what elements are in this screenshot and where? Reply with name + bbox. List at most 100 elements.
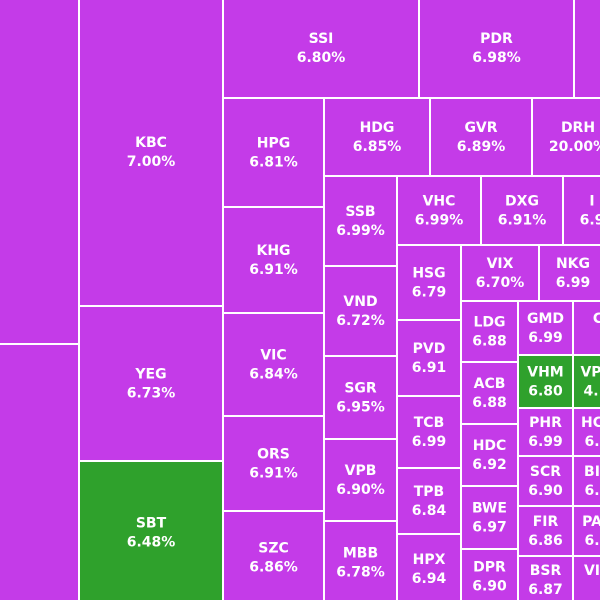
tile — [460, 423, 519, 487]
ticker: HSG — [412, 266, 445, 282]
tile — [323, 355, 398, 440]
ticker: SZC — [258, 541, 289, 557]
tile — [222, 206, 325, 314]
tile — [480, 175, 564, 246]
tile — [572, 354, 600, 409]
change: 6.99 — [556, 275, 591, 291]
tile — [538, 244, 600, 302]
change: 6. — [584, 533, 599, 549]
change: 6.99 — [528, 330, 563, 346]
change: 6.70% — [476, 275, 525, 291]
ticker: ACB — [474, 376, 506, 392]
tile — [78, 460, 224, 600]
change: 6.73% — [127, 386, 176, 402]
ticker: VIX — [487, 256, 514, 272]
change: 6.94 — [412, 571, 447, 587]
ticker: DPR — [473, 560, 506, 576]
tile — [396, 175, 482, 246]
ticker: SSB — [345, 204, 375, 220]
ticker: BWE — [472, 501, 507, 517]
change: 6.84% — [249, 367, 298, 383]
change: 6.91% — [498, 213, 547, 229]
change: 6.88 — [472, 395, 507, 411]
tile — [572, 300, 600, 356]
tile — [0, 0, 80, 345]
change: 6.78% — [336, 565, 385, 581]
tile — [460, 300, 519, 363]
change: 6.91 — [412, 360, 447, 376]
ticker: SGR — [344, 381, 377, 397]
ticker: SCR — [530, 464, 561, 480]
tile — [396, 244, 462, 321]
change: 6.99% — [415, 213, 464, 229]
change: 6.90% — [336, 482, 385, 498]
change: 6.89% — [457, 139, 506, 155]
tile — [323, 438, 398, 522]
change: 6.9 — [580, 213, 600, 229]
change: 6.92 — [472, 457, 507, 473]
change: 6.86% — [249, 560, 298, 576]
change: 6.81% — [249, 155, 298, 171]
change: 6.85% — [353, 139, 402, 155]
ticker: HPX — [413, 552, 446, 568]
ticker: HDG — [360, 120, 395, 136]
change: 6.48% — [127, 535, 176, 551]
change: 6.91% — [249, 262, 298, 278]
tile — [573, 0, 600, 99]
tile — [396, 319, 462, 397]
tile — [517, 300, 574, 356]
ticker: ORS — [257, 447, 290, 463]
ticker: HC — [581, 415, 600, 431]
change: 6.99 — [412, 434, 447, 450]
ticker: HDC — [473, 438, 507, 454]
tile — [396, 395, 462, 469]
change: 6.84 — [412, 503, 447, 519]
tile — [222, 97, 325, 208]
ticker: GMD — [527, 311, 564, 327]
tile — [460, 361, 519, 425]
change: 6.86 — [528, 533, 563, 549]
ticker: DRH — [561, 120, 595, 136]
ticker: TCB — [414, 415, 445, 431]
ticker: VPB — [345, 463, 377, 479]
change: 6.87 — [528, 582, 563, 598]
change: 6.98% — [472, 50, 521, 66]
ticker: BSR — [530, 563, 562, 579]
tile — [78, 0, 224, 307]
ticker: FIR — [533, 514, 559, 530]
change: 6.80% — [297, 50, 346, 66]
tile — [222, 0, 420, 99]
tile — [78, 305, 224, 462]
ticker: SBT — [136, 516, 167, 532]
change: 6.90 — [528, 483, 563, 499]
tile — [460, 485, 519, 550]
tile — [323, 175, 398, 267]
ticker: VIC — [260, 348, 286, 364]
change: 6.91% — [249, 466, 298, 482]
ticker: VP — [580, 365, 600, 381]
change: 6.88 — [472, 334, 507, 350]
tile — [460, 548, 519, 600]
change: 6.90 — [472, 579, 507, 595]
tile — [517, 455, 574, 507]
tile — [222, 510, 325, 600]
tile — [531, 97, 600, 177]
change: 6. — [584, 434, 599, 450]
tile — [323, 520, 398, 600]
tile — [323, 97, 431, 177]
change: 6.95% — [336, 400, 385, 416]
ticker: MBB — [343, 546, 378, 562]
tile — [562, 175, 600, 246]
ticker: LDG — [473, 315, 505, 331]
change: 6.79 — [412, 285, 447, 301]
ticker: DXG — [505, 194, 539, 210]
ticker: YEG — [134, 367, 166, 383]
tile — [517, 354, 574, 409]
ticker: SSI — [309, 31, 334, 47]
ticker: PDR — [480, 31, 513, 47]
ticker: VI — [584, 563, 600, 579]
ticker: TPB — [414, 484, 444, 500]
ticker: VHM — [527, 365, 563, 381]
change: 6.99 — [528, 434, 563, 450]
